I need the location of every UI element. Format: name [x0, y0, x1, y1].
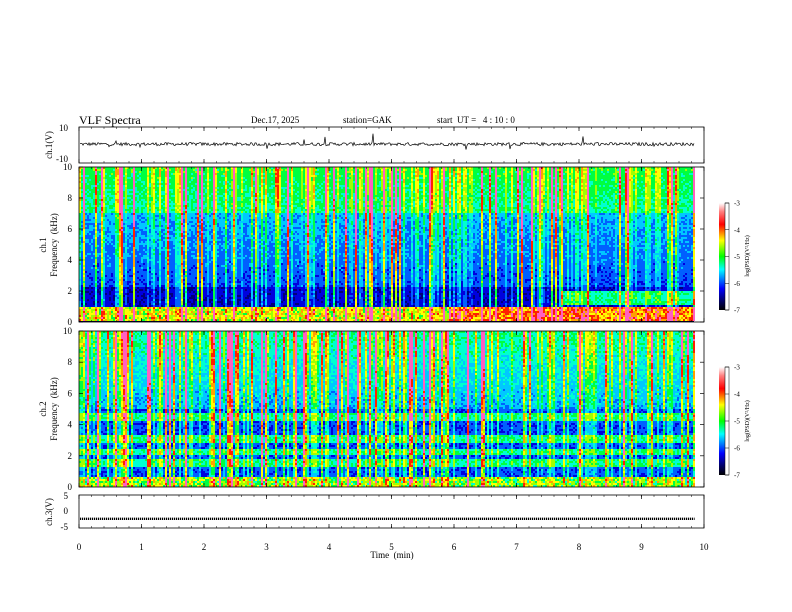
ch1-ylabel: ch.1(V): [44, 131, 54, 159]
ch1-spec-ylabel-freq: Frequency (kHz): [49, 213, 59, 276]
freq-tick-label: 10: [63, 326, 73, 336]
ch3-ytick-0: 0: [64, 506, 69, 516]
colorbar-tick-label: -6: [734, 280, 740, 288]
station-label: station=GAK: [343, 115, 392, 125]
colorbar-tick-label: -3: [734, 200, 740, 208]
freq-tick-label: 6: [68, 224, 73, 234]
freq-tick-label: 6: [68, 388, 73, 398]
ch1-spectrogram-heatmap: [79, 167, 695, 321]
freq-tick-label: 8: [68, 193, 73, 203]
colorbar-tick-label: -7: [734, 472, 740, 480]
colorbar-tick-label: -4: [734, 391, 740, 399]
ch2-colorbar-label: log(PSD)(V²/Hz): [744, 400, 751, 441]
x-tick-label: 0: [77, 542, 82, 552]
freq-tick-label: 8: [68, 357, 73, 367]
ch2-spec-ylabel-ch: ch.2: [38, 401, 48, 416]
ch1-colorbar: log(PSD)(V²/Hz) -3 -4 -5 -6 -7: [719, 200, 751, 315]
x-tick-label: 4: [327, 542, 332, 552]
x-tick-label: 2: [202, 542, 207, 552]
freq-tick-label: 2: [68, 286, 73, 296]
colorbar-tick-label: -3: [734, 364, 740, 372]
ch2-spec-ylabel-freq: Frequency (kHz): [49, 377, 59, 440]
ch1-spectrogram-panel: ch.1 Frequency (kHz): [38, 167, 704, 322]
x-tick-labels: 0 1 2 3 4 5 6 7 8 9 10: [77, 542, 709, 552]
colorbar-tick-label: -4: [734, 226, 740, 234]
ch1-colorbar-scale: [719, 203, 725, 310]
x-tick-label: 6: [452, 542, 457, 552]
ch3-ytick-5: 5: [64, 491, 69, 501]
ch2-colorbar-scale: [719, 367, 725, 475]
start-time-label: start UT = 4 : 10 : 0: [437, 115, 515, 125]
x-tick-label: 5: [389, 542, 394, 552]
date-label: Dec.17, 2025: [251, 115, 300, 125]
ch1-colorbar-label: log(PSD)(V²/Hz): [744, 235, 751, 276]
ch2-colorbar: log(PSD)(V²/Hz) -3 -4 -5 -6 -7: [719, 364, 751, 480]
colorbar-tick-label: -6: [734, 445, 740, 453]
ch3-ylabel: ch.3(V): [44, 498, 54, 526]
x-tick-label: 7: [514, 542, 519, 552]
ch1-ytick-10: 10: [59, 123, 69, 133]
freq-tick-label: 4: [68, 255, 73, 265]
x-tick-label: 8: [577, 542, 582, 552]
ch2-spectrogram-panel: ch.2 Frequency (kHz): [38, 331, 704, 487]
x-tick-label: 9: [639, 542, 644, 552]
figure-title: VLF Spectra: [79, 113, 141, 127]
ch1-waveform-panel: 10 -10 ch.1(V): [44, 123, 704, 164]
ch2-spectrogram-heatmap: [79, 331, 695, 487]
ch3-ytick-neg5: -5: [61, 522, 69, 532]
freq-tick-label: 2: [68, 451, 73, 461]
freq-tick-label: 4: [68, 420, 73, 430]
x-tick-label: 3: [264, 542, 269, 552]
colorbar-tick-label: -5: [734, 253, 740, 261]
freq-tick-label: 10: [63, 162, 73, 172]
freq-tick-label: 0: [68, 482, 73, 492]
colorbar-tick-label: -7: [734, 307, 740, 315]
x-tick-label: 10: [700, 542, 710, 552]
ch1-spec-ylabel-ch: ch.1: [38, 237, 48, 252]
colorbar-tick-label: -5: [734, 418, 740, 426]
x-tick-label: 1: [139, 542, 144, 552]
